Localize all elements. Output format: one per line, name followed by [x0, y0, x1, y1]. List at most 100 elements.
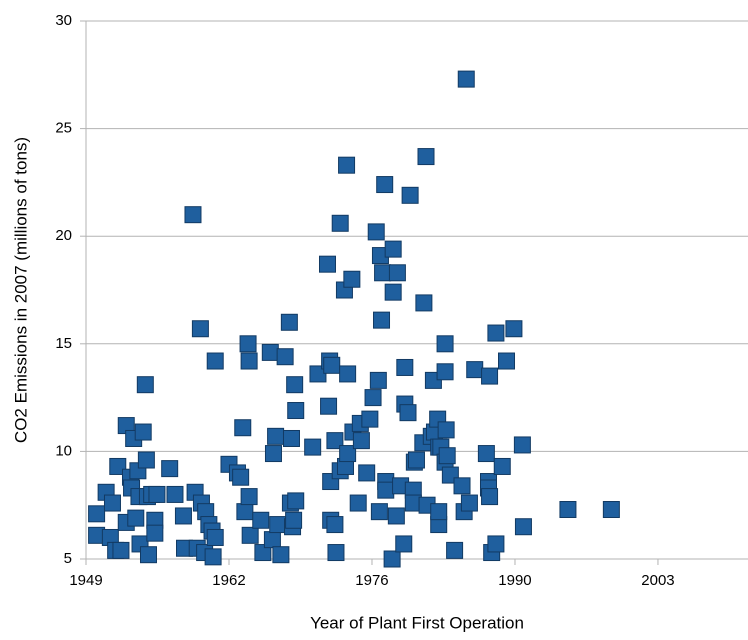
point [481, 367, 499, 385]
point [339, 445, 357, 463]
point [331, 214, 349, 232]
point [514, 518, 532, 536]
point [191, 320, 209, 338]
point [282, 429, 300, 447]
point [374, 264, 392, 282]
point [343, 270, 361, 288]
point [280, 313, 298, 331]
point [206, 528, 224, 546]
point [498, 352, 516, 370]
point [477, 445, 495, 463]
y-tick-label: 15 [55, 335, 72, 352]
point [234, 419, 252, 437]
point [134, 423, 152, 441]
point [361, 410, 379, 428]
x-tick-label: 2003 [641, 572, 674, 589]
point [136, 376, 154, 394]
point [232, 468, 250, 486]
point [127, 509, 145, 527]
point [559, 501, 577, 519]
point [137, 451, 155, 469]
point [438, 447, 456, 465]
x-tick-label: 1990 [498, 572, 531, 589]
point [352, 432, 370, 450]
point [453, 477, 471, 495]
point [323, 356, 341, 374]
y-tick-label: 10 [55, 442, 72, 459]
point [376, 176, 394, 194]
point [513, 436, 531, 454]
point [339, 365, 357, 383]
point [146, 524, 164, 542]
point [287, 402, 305, 420]
point [276, 348, 294, 366]
point [320, 397, 338, 415]
point [493, 457, 511, 475]
point [88, 505, 106, 523]
x-axis-label: Year of Plant First Operation [310, 613, 524, 632]
point [384, 240, 402, 258]
point [148, 485, 166, 503]
point [446, 541, 464, 559]
point [373, 311, 391, 329]
point [436, 335, 454, 353]
point [326, 432, 344, 450]
x-tick-label: 1962 [212, 572, 245, 589]
point [487, 324, 505, 342]
point [252, 511, 270, 529]
point [239, 335, 257, 353]
point [139, 546, 157, 564]
point [236, 503, 254, 521]
point [184, 206, 202, 224]
point [457, 70, 475, 88]
point [103, 494, 121, 512]
point [384, 283, 402, 301]
point [377, 481, 395, 499]
point [417, 148, 435, 166]
point [254, 544, 272, 562]
point [487, 535, 505, 553]
point [388, 264, 406, 282]
point [437, 421, 455, 439]
point [272, 546, 290, 564]
point [602, 501, 620, 519]
point [407, 451, 425, 469]
point [369, 371, 387, 389]
point [204, 548, 222, 566]
point [309, 365, 327, 383]
point [285, 511, 303, 529]
point [267, 427, 285, 445]
point [358, 464, 376, 482]
point [395, 535, 413, 553]
point [286, 376, 304, 394]
point [240, 488, 258, 506]
point [206, 352, 224, 370]
point [370, 503, 388, 521]
point [304, 438, 322, 456]
point [241, 526, 259, 544]
point [327, 544, 345, 562]
point [430, 503, 448, 521]
point [261, 343, 279, 361]
point [466, 361, 484, 379]
point [460, 494, 478, 512]
y-tick-label: 5 [64, 550, 72, 567]
point [367, 223, 385, 241]
point [240, 352, 258, 370]
point [287, 492, 305, 510]
point [415, 294, 433, 312]
point [401, 186, 419, 204]
x-tick-label: 1949 [69, 572, 102, 589]
point [481, 488, 499, 506]
x-tick-label: 1976 [355, 572, 388, 589]
point [269, 516, 287, 534]
point [505, 320, 523, 338]
point [399, 404, 417, 422]
y-tick-label: 30 [55, 12, 72, 29]
point [326, 516, 344, 534]
point [264, 445, 282, 463]
point [112, 541, 130, 559]
point [318, 255, 336, 273]
point [349, 494, 367, 512]
